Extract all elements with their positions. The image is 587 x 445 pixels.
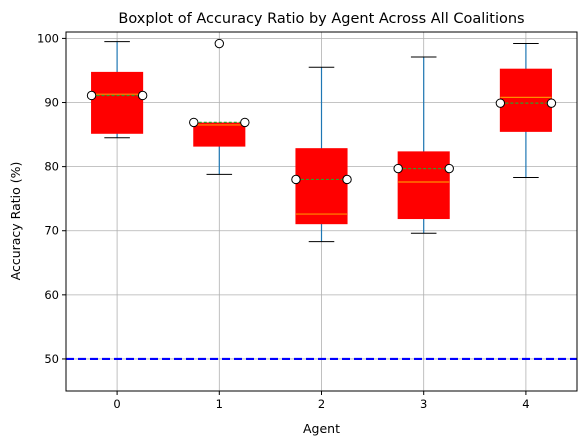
flier-point xyxy=(214,38,225,49)
mean-marker xyxy=(342,174,352,185)
box-agent-3 xyxy=(393,56,454,234)
mean-marker xyxy=(86,90,97,101)
mean-marker xyxy=(495,98,506,108)
x-tick-label: 4 xyxy=(522,397,529,411)
iqr-box xyxy=(91,71,144,134)
box-agent-2 xyxy=(291,66,352,243)
x-tick-label: 3 xyxy=(420,397,427,411)
mean-marker xyxy=(240,117,250,128)
box-agent-1 xyxy=(189,38,250,175)
x-tick-label: 1 xyxy=(216,397,223,411)
box-agent-4 xyxy=(495,43,557,179)
x-axis-label: Agent xyxy=(303,421,340,436)
iqr-box xyxy=(397,151,450,220)
y-tick-label: 70 xyxy=(44,224,59,238)
mean-marker xyxy=(393,163,403,174)
mean-marker xyxy=(137,90,148,101)
iqr-box xyxy=(193,122,246,147)
iqr-box xyxy=(295,148,348,225)
mean-marker xyxy=(444,163,454,174)
y-tick-label: 90 xyxy=(44,96,59,110)
y-tick-label: 80 xyxy=(44,160,59,174)
mean-marker xyxy=(189,117,199,128)
y-tick-label: 50 xyxy=(44,352,59,366)
y-tick-label: 60 xyxy=(44,288,59,302)
x-tick-label: 0 xyxy=(113,397,120,411)
mean-marker xyxy=(291,174,301,185)
chart-title: Boxplot of Accuracy Ratio by Agent Acros… xyxy=(118,11,524,27)
y-tick-label: 100 xyxy=(37,31,59,45)
mean-marker xyxy=(546,98,557,108)
iqr-box xyxy=(499,68,552,132)
x-tick-label: 2 xyxy=(318,397,325,411)
box-agent-0 xyxy=(86,41,148,139)
y-axis-label: Accuracy Ratio (%) xyxy=(8,162,23,281)
